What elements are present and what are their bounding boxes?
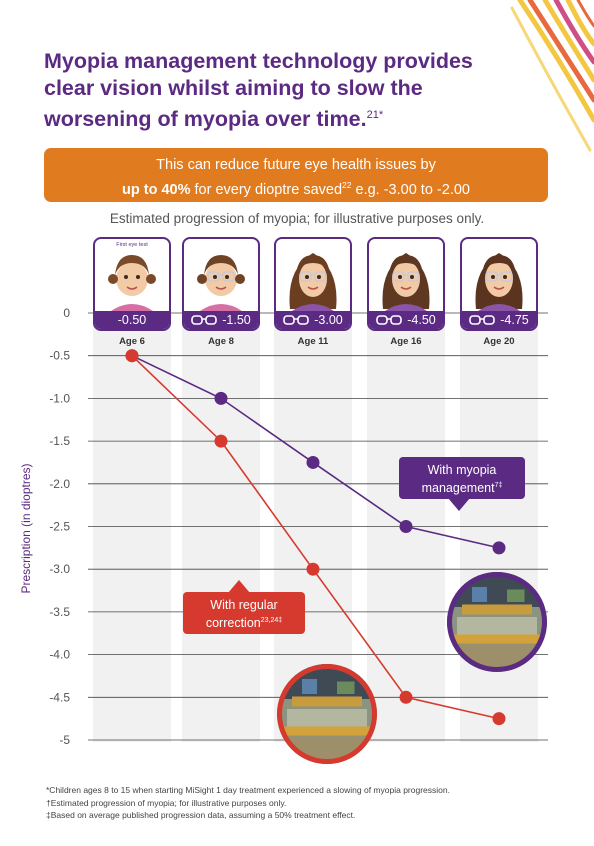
y-tick-label: -4.5 <box>49 690 70 704</box>
footnote-3: ‡Based on average published progression … <box>46 810 356 820</box>
headline-footnote-ref: 21* <box>366 109 384 121</box>
age-label-4: Age 16 <box>390 336 422 347</box>
callout-management-line-1: With myopia <box>427 463 497 477</box>
age-card-4: -4.50 <box>367 237 445 331</box>
prescription-value: -4.75 <box>500 313 529 327</box>
age-label-2: Age 8 <box>208 336 234 347</box>
y-tick-label: -2.0 <box>49 477 70 491</box>
y-axis-label: Prescription (in dioptres) <box>19 463 33 593</box>
callout-management-line-2-wrap: management7‡ <box>399 478 525 496</box>
callout-management-line-2: management <box>421 481 495 496</box>
glasses-icon <box>191 315 218 325</box>
callout-management-ref: 7‡ <box>494 482 503 489</box>
y-tick-label: -1.0 <box>49 391 70 405</box>
headline-line-3: worsening of myopia over time. <box>44 107 367 132</box>
callout-regular-line-2-wrap: correction23,24‡ <box>183 613 305 631</box>
callout-myopia-management: With myopia management7‡ <box>399 457 525 499</box>
banner-bold: up to 40% <box>122 181 191 198</box>
y-tick-label: -0.5 <box>49 349 70 363</box>
data-point-series-2 <box>214 434 228 448</box>
age-card-2: -1.50 <box>182 237 260 331</box>
prescription-bar: -4.75 <box>462 311 536 329</box>
footnote-1: *Children ages 8 to 15 when starting MiS… <box>46 785 450 795</box>
highlight-banner: This can reduce future eye health issues… <box>44 148 548 202</box>
data-point-series-1 <box>492 541 506 555</box>
column-band-1 <box>93 320 171 742</box>
callout-regular-line-2: correction <box>205 616 261 631</box>
callout-regular-ref: 23,24‡ <box>260 617 283 624</box>
column-band-2 <box>182 320 260 742</box>
y-tick-label: -3.0 <box>49 562 70 576</box>
prescription-value: -3.00 <box>314 313 343 327</box>
prescription-bar: -1.50 <box>184 311 258 329</box>
footnotes: *Children ages 8 to 15 when starting MiS… <box>46 784 566 822</box>
callout-regular-pointer <box>228 580 250 593</box>
glasses-icon <box>283 315 310 325</box>
age-label-5: Age 20 <box>483 336 515 347</box>
prescription-bar: -0.50 <box>95 311 169 329</box>
prescription-value: -4.50 <box>407 313 436 327</box>
callout-regular-line-1: With regular <box>210 598 278 612</box>
prescription-bar: -4.50 <box>369 311 443 329</box>
data-point-series-1 <box>306 455 320 469</box>
footnote-2: †Estimated progression of myopia; for il… <box>46 797 287 808</box>
callout-management-pointer <box>448 498 470 511</box>
data-point-series-1 <box>399 520 413 533</box>
age-card-3: -3.00 <box>274 237 352 331</box>
blurred-vision-photo-regular <box>277 664 377 764</box>
callout-regular-correction: With regular correction23,24‡ <box>183 592 305 634</box>
age-card-5: -4.75 <box>460 237 538 331</box>
y-tick-label: -1.5 <box>49 434 70 448</box>
banner-line-2: up to 40% for every dioptre saved22 e.g.… <box>44 175 548 200</box>
y-tick-label: -2.5 <box>49 520 70 534</box>
card-note: First eye test <box>116 242 148 248</box>
y-tick-label: -3.5 <box>49 605 70 619</box>
y-tick-label: -5 <box>59 733 70 747</box>
headline: Myopia management technology provides cl… <box>44 48 514 133</box>
prescription-value: -0.50 <box>117 313 147 327</box>
column-band-5 <box>460 320 538 742</box>
y-tick-label: -4.0 <box>49 648 70 662</box>
age-label-1: Age 6 <box>119 336 145 347</box>
headline-line-1: Myopia management technology provides <box>44 49 473 73</box>
banner-line-1: This can reduce future eye health issues… <box>156 157 436 173</box>
age-label-3: Age 11 <box>297 336 329 347</box>
chart-title: Estimated progression of myopia; for ill… <box>109 211 485 226</box>
headline-line-2: clear vision whilst aiming to slow the <box>44 76 423 100</box>
banner-tail: e.g. -3.00 to -2.00 <box>351 181 470 198</box>
age-cards: First eye test -0.50 -1.50 -3.00 -4.50 -4.75 <box>0 237 594 333</box>
data-point-series-1 <box>214 391 228 405</box>
banner-footnote-ref: 22 <box>342 180 352 190</box>
y-tick-label: 0 <box>63 306 70 320</box>
banner-mid: for every dioptre saved <box>190 181 343 198</box>
glasses-icon <box>469 315 496 325</box>
data-point-series-2 <box>125 349 139 363</box>
prescription-value: -1.50 <box>222 313 251 327</box>
prescription-bar: -3.00 <box>276 311 350 329</box>
data-point-series-2 <box>306 562 320 576</box>
glasses-icon <box>376 315 403 325</box>
data-point-series-2 <box>492 712 506 726</box>
data-point-series-2 <box>399 690 413 704</box>
age-card-1: First eye test -0.50 <box>93 237 171 331</box>
